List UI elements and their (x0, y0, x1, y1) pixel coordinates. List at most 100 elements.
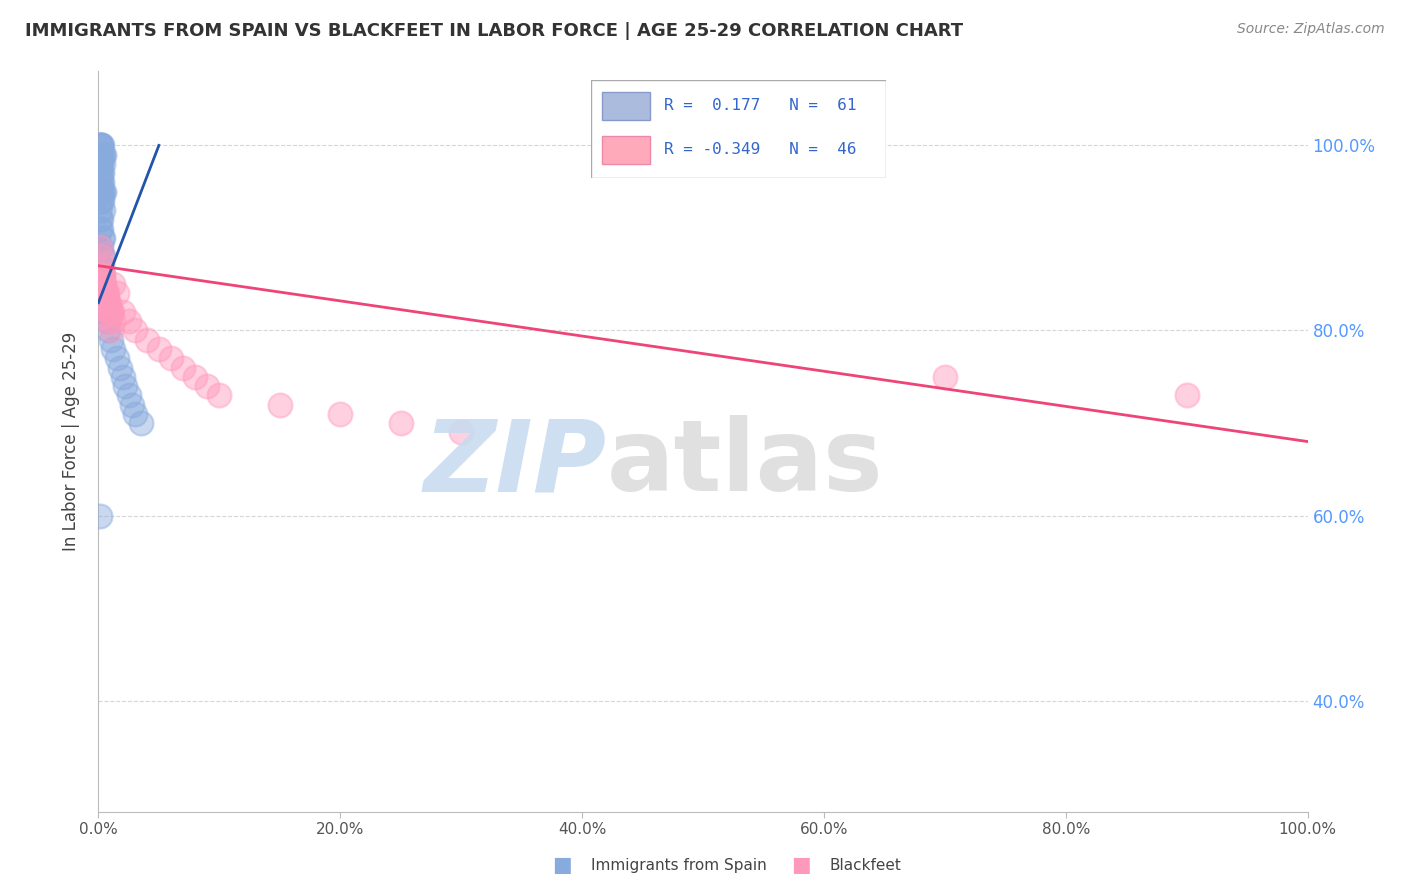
Point (90, 277, 112, 292)
Point (184, 369, 207, 384)
Point (90, 221, 112, 235)
Point (98, 314, 121, 328)
Point (108, 360, 131, 375)
Point (90, 194, 112, 208)
Text: IMMIGRANTS FROM SPAIN VS BLACKFEET IN LABOR FORCE | AGE 25-29 CORRELATION CHART: IMMIGRANTS FROM SPAIN VS BLACKFEET IN LA… (25, 22, 963, 40)
Point (91, 203, 114, 218)
Point (111, 305, 134, 319)
Point (269, 398, 291, 412)
Point (91, 268, 114, 282)
Point (93, 286, 115, 301)
Point (124, 324, 146, 338)
Point (93, 185, 115, 199)
Text: ZIP: ZIP (423, 416, 606, 512)
Point (124, 407, 146, 421)
Text: ■: ■ (792, 855, 811, 875)
Point (91, 268, 114, 282)
Point (89, 508, 111, 523)
Point (97, 295, 120, 310)
Point (90, 185, 112, 199)
Text: atlas: atlas (606, 416, 883, 512)
Point (89, 259, 111, 273)
Point (96, 314, 118, 328)
Point (389, 416, 412, 430)
Point (91, 268, 114, 282)
Point (94, 286, 117, 301)
Point (195, 379, 218, 393)
Point (90, 212, 112, 227)
Point (91, 138, 114, 153)
Point (90, 138, 112, 153)
FancyBboxPatch shape (602, 92, 650, 120)
Point (90, 157, 112, 171)
Point (90, 259, 112, 273)
Point (100, 305, 122, 319)
FancyBboxPatch shape (591, 80, 886, 178)
Point (101, 277, 124, 292)
Point (91, 194, 114, 208)
Point (91, 147, 114, 161)
Point (98, 295, 121, 310)
Point (118, 314, 141, 328)
Text: Immigrants from Spain: Immigrants from Spain (591, 858, 766, 872)
Point (91, 157, 114, 171)
Point (208, 388, 231, 402)
Point (90, 175, 112, 190)
Point (90, 268, 112, 282)
Point (89, 157, 111, 171)
Point (90, 250, 112, 264)
Point (90, 240, 112, 254)
FancyBboxPatch shape (602, 136, 650, 164)
Text: Source: ZipAtlas.com: Source: ZipAtlas.com (1237, 22, 1385, 37)
Point (101, 342, 124, 356)
Point (90, 268, 112, 282)
Point (89, 240, 111, 254)
Point (91, 147, 114, 161)
Point (89, 203, 111, 218)
Point (97, 305, 120, 319)
Point (118, 388, 141, 402)
Point (94, 295, 117, 310)
Point (89, 277, 111, 292)
Point (89, 194, 111, 208)
Point (94, 286, 117, 301)
Point (93, 147, 115, 161)
Point (90, 166, 112, 180)
Point (91, 250, 114, 264)
Text: R = -0.349   N =  46: R = -0.349 N = 46 (665, 143, 856, 158)
Point (105, 351, 128, 366)
Point (172, 360, 194, 375)
Point (89, 212, 111, 227)
Point (89, 221, 111, 235)
Point (91, 259, 114, 273)
Point (89, 166, 111, 180)
Point (114, 379, 136, 393)
Text: ■: ■ (553, 855, 572, 875)
Point (97, 295, 120, 310)
Point (1175, 388, 1198, 402)
Point (121, 398, 143, 412)
Point (93, 277, 115, 292)
Point (91, 166, 114, 180)
Point (89, 185, 111, 199)
Point (91, 185, 114, 199)
Point (97, 324, 120, 338)
Point (129, 416, 152, 430)
Point (90, 138, 112, 153)
Point (93, 277, 115, 292)
Point (329, 407, 352, 421)
Point (100, 305, 122, 319)
Point (96, 295, 118, 310)
Point (90, 147, 112, 161)
Point (100, 305, 122, 319)
Point (91, 231, 114, 245)
Point (100, 324, 122, 338)
Point (89, 157, 111, 171)
Point (91, 250, 114, 264)
Point (148, 342, 170, 356)
Y-axis label: In Labor Force | Age 25-29: In Labor Force | Age 25-29 (62, 332, 80, 551)
Point (91, 185, 114, 199)
Point (89, 240, 111, 254)
Point (934, 369, 956, 384)
Point (105, 286, 128, 301)
